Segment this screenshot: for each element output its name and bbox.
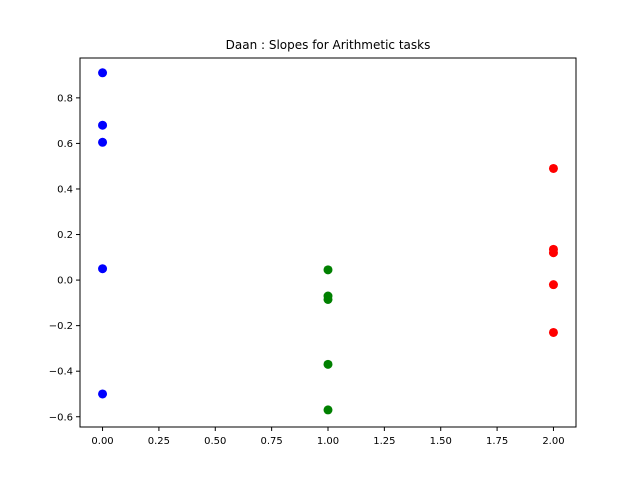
data-points	[98, 68, 558, 415]
x-tick-label: 1.50	[430, 436, 452, 447]
data-point-blue	[98, 389, 108, 399]
data-point-blue	[98, 120, 108, 130]
y-tick-label: 0.8	[57, 93, 73, 104]
data-point-red	[548, 327, 558, 337]
y-tick-label: 0.6	[57, 139, 73, 150]
y-tick-label: −0.6	[49, 412, 73, 423]
chart-title: Daan : Slopes for Arithmetic tasks	[226, 38, 431, 52]
data-point-blue	[98, 137, 108, 147]
x-tick-label: 1.75	[486, 436, 508, 447]
y-tick-label: 0.4	[57, 184, 73, 195]
y-tick-label: 0.0	[57, 276, 73, 287]
y-tick-label: −0.4	[49, 367, 73, 378]
y-tick-label: 0.2	[57, 230, 73, 241]
data-point-blue	[98, 68, 108, 78]
data-point-green	[323, 405, 333, 415]
x-axis: 0.00 0.25 0.50 0.75 1.00 1.25 1.50 1.75 2.00	[91, 427, 565, 447]
x-tick-label: 1.25	[373, 436, 395, 447]
x-tick-label: 2.00	[542, 436, 564, 447]
x-tick-label: 1.00	[317, 436, 339, 447]
x-tick-label: 0.75	[261, 436, 283, 447]
x-tick-label: 0.50	[204, 436, 226, 447]
x-tick-label: 0.00	[91, 436, 113, 447]
data-point-red	[548, 280, 558, 290]
y-axis: −0.6 −0.4 −0.2 0.0 0.2 0.4 0.6 0.8	[49, 93, 80, 423]
x-tick-label: 0.25	[148, 436, 170, 447]
data-point-blue	[98, 264, 108, 274]
data-point-red	[548, 248, 558, 258]
data-point-green	[323, 265, 333, 275]
data-point-red	[548, 163, 558, 173]
y-tick-label: −0.2	[49, 321, 73, 332]
data-point-green	[323, 359, 333, 369]
data-point-green	[323, 294, 333, 304]
